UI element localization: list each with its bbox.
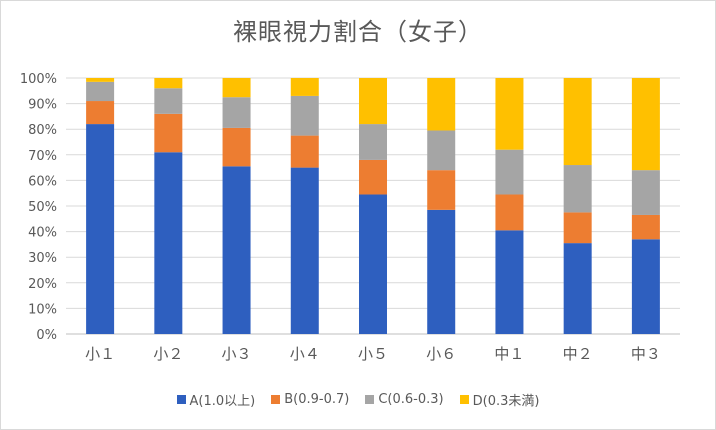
x-tick-label: 小３: [222, 345, 252, 363]
x-tick-label: 小５: [358, 345, 388, 363]
legend-swatch: [365, 395, 375, 404]
legend-label: C(0.6-0.3): [378, 392, 444, 407]
bar-segment-3-8: [563, 165, 592, 213]
bar-segment-1-2: [154, 152, 183, 334]
bar-segment-2-7: [495, 194, 524, 231]
legend-swatch: [459, 395, 469, 404]
y-tick-label: 40%: [28, 226, 57, 241]
bar-segment-3-2: [154, 88, 183, 114]
bar-segment-1-9: [631, 239, 660, 334]
bar-segment-4-4: [290, 78, 319, 96]
y-tick-label: 70%: [28, 149, 57, 164]
bar-segment-2-5: [359, 159, 387, 195]
bar-segment-2-9: [631, 214, 660, 240]
y-tick-label: 50%: [28, 200, 57, 215]
bar-segment-4-6: [427, 78, 456, 131]
bar-segment-1-4: [290, 167, 319, 334]
legend-item: D(0.3未満): [459, 390, 540, 409]
chart-legend: A(1.0以上) B(0.9-0.7) C(0.6-0.3) D(0.3未満): [0, 390, 716, 409]
bar-segment-4-7: [495, 78, 524, 150]
bar-segment-2-1: [86, 101, 115, 125]
bar-segment-3-9: [631, 170, 660, 215]
bar-segment-3-6: [427, 130, 456, 171]
x-tick-label: 中３: [631, 345, 661, 363]
x-tick-label: 中２: [563, 345, 593, 363]
legend-item: C(0.6-0.3): [365, 390, 444, 409]
legend-label: B(0.9-0.7): [284, 392, 350, 407]
y-tick-label: 10%: [28, 302, 57, 317]
legend-swatch: [271, 395, 281, 404]
y-tick-label: 80%: [28, 123, 57, 138]
chart-title: 裸眼視力割合（女子）: [233, 18, 483, 46]
legend-item: A(1.0以上): [176, 390, 256, 409]
bar-segment-2-2: [154, 113, 183, 153]
bar-segment-2-4: [290, 135, 319, 168]
bar-segment-1-7: [495, 230, 524, 334]
bar-segment-4-3: [222, 78, 251, 98]
x-tick-label: 小２: [153, 345, 183, 363]
bar-segment-3-1: [86, 81, 115, 102]
x-tick-label: 小４: [290, 345, 320, 363]
bar-segment-4-5: [359, 78, 387, 125]
legend-swatch: [176, 395, 186, 404]
legend-item: B(0.9-0.7): [271, 390, 349, 409]
y-tick-label: 100%: [20, 72, 57, 87]
bar-segment-3-4: [290, 95, 319, 136]
bar-segment-1-5: [359, 194, 387, 334]
y-tick-label: 60%: [28, 174, 57, 189]
bar-segment-3-3: [222, 97, 251, 128]
bar-segment-3-5: [359, 124, 387, 160]
legend-label: D(0.3未満): [472, 394, 540, 409]
bar-segment-4-2: [154, 78, 183, 89]
y-tick-label: 0%: [36, 328, 57, 343]
bar-segment-1-1: [86, 124, 115, 334]
bar-segment-1-6: [427, 209, 456, 334]
bar-segment-4-1: [86, 78, 115, 82]
x-tick-label: 中１: [494, 345, 524, 363]
bar-segment-2-6: [427, 170, 456, 210]
bar-segment-3-7: [495, 149, 524, 195]
bar-segment-4-8: [563, 78, 592, 166]
bar-segment-2-3: [222, 127, 251, 167]
y-tick-label: 30%: [28, 251, 57, 266]
x-tick-label: 小１: [85, 345, 115, 363]
bar-segment-1-8: [563, 243, 592, 334]
bar-segment-2-8: [563, 212, 592, 244]
y-tick-label: 90%: [28, 98, 57, 113]
bar-segment-4-9: [631, 78, 660, 171]
bar-segment-1-3: [222, 166, 251, 334]
y-tick-label: 20%: [28, 277, 57, 292]
legend-label: A(1.0以上): [189, 394, 256, 409]
x-tick-label: 小６: [426, 345, 456, 363]
